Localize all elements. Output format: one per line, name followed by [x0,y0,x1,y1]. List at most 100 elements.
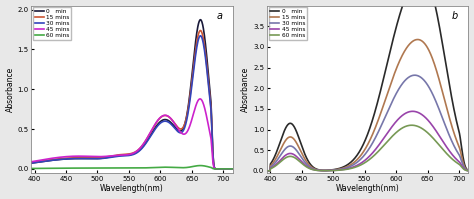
45 mins [410,110,416,112]
Y-axis label: Absorbance: Absorbance [6,67,15,112]
30 mins [298,155,303,157]
15 mins [164,115,170,117]
60 mins [119,167,125,169]
45 mins [79,155,84,157]
0   min [469,170,474,172]
45 mins [62,156,68,158]
30 mins [198,35,203,37]
45 mins [164,114,170,117]
Line: 45 mins: 45 mins [28,99,236,169]
15 mins [415,38,420,41]
Line: 15 mins: 15 mins [264,40,472,171]
Line: 30 mins: 30 mins [28,36,236,169]
45 mins [469,170,474,172]
45 mins [314,169,320,172]
15 mins [383,96,389,98]
60 mins [62,167,68,169]
30 mins [233,168,239,170]
X-axis label: Wavelength(nm): Wavelength(nm) [336,184,400,193]
X-axis label: Wavelength(nm): Wavelength(nm) [100,184,164,193]
15 mins [182,123,188,125]
30 mins [119,155,125,157]
30 mins [469,170,474,172]
0   min [198,19,203,21]
0   min [164,119,170,121]
15 mins [79,157,84,159]
45 mins [26,161,31,163]
60 mins [261,170,267,172]
15 mins [418,39,423,41]
45 mins [383,134,389,136]
60 mins [298,161,303,163]
45 mins [298,159,303,162]
60 mins [197,164,203,167]
60 mins [182,166,188,169]
15 mins [197,29,203,32]
60 mins [148,166,154,169]
45 mins [355,164,361,166]
15 mins [148,131,154,133]
0   min [119,154,125,156]
0   min [355,153,361,155]
15 mins [314,169,320,171]
30 mins [383,113,389,116]
Legend: 0   min, 15 mins, 30 mins, 45 mins, 60 mins: 0 min, 15 mins, 30 mins, 45 mins, 60 min… [269,7,307,40]
60 mins [469,170,474,172]
0   min [383,66,389,68]
30 mins [261,170,267,172]
60 mins [400,127,405,129]
Line: 0   min: 0 min [28,20,236,169]
45 mins [261,170,267,172]
30 mins [412,74,418,76]
60 mins [26,167,31,170]
15 mins [298,150,303,152]
0   min [79,157,84,160]
30 mins [79,157,84,160]
15 mins [26,162,31,164]
Line: 0   min: 0 min [264,0,472,171]
15 mins [400,54,405,56]
Text: a: a [217,11,223,20]
30 mins [164,120,170,123]
15 mins [355,158,361,160]
0   min [261,170,267,172]
0   min [314,168,320,171]
0   min [182,123,188,126]
15 mins [261,170,267,172]
30 mins [314,169,320,171]
Line: 15 mins: 15 mins [28,30,236,169]
Line: 30 mins: 30 mins [264,75,472,171]
60 mins [409,124,414,126]
30 mins [400,82,405,85]
45 mins [233,168,239,170]
30 mins [148,135,154,137]
45 mins [418,113,423,115]
30 mins [355,161,361,163]
60 mins [383,141,389,144]
45 mins [148,131,154,133]
Line: 60 mins: 60 mins [28,166,236,169]
Y-axis label: Absorbance: Absorbance [241,67,250,112]
15 mins [119,153,125,156]
0   min [233,168,239,170]
15 mins [233,168,239,170]
15 mins [62,157,68,159]
0   min [26,162,31,165]
60 mins [79,167,84,169]
30 mins [62,158,68,160]
30 mins [418,76,423,78]
45 mins [197,98,203,100]
60 mins [314,169,320,172]
Line: 45 mins: 45 mins [264,111,472,171]
45 mins [400,114,405,116]
Legend: 0   min, 15 mins, 30 mins, 45 mins, 60 mins: 0 min, 15 mins, 30 mins, 45 mins, 60 min… [33,7,71,40]
0   min [148,134,154,136]
60 mins [418,127,423,129]
0   min [62,158,68,160]
60 mins [164,166,170,168]
60 mins [233,168,239,170]
Line: 60 mins: 60 mins [264,125,472,171]
30 mins [26,162,31,165]
0   min [400,5,405,7]
Text: b: b [452,11,458,20]
